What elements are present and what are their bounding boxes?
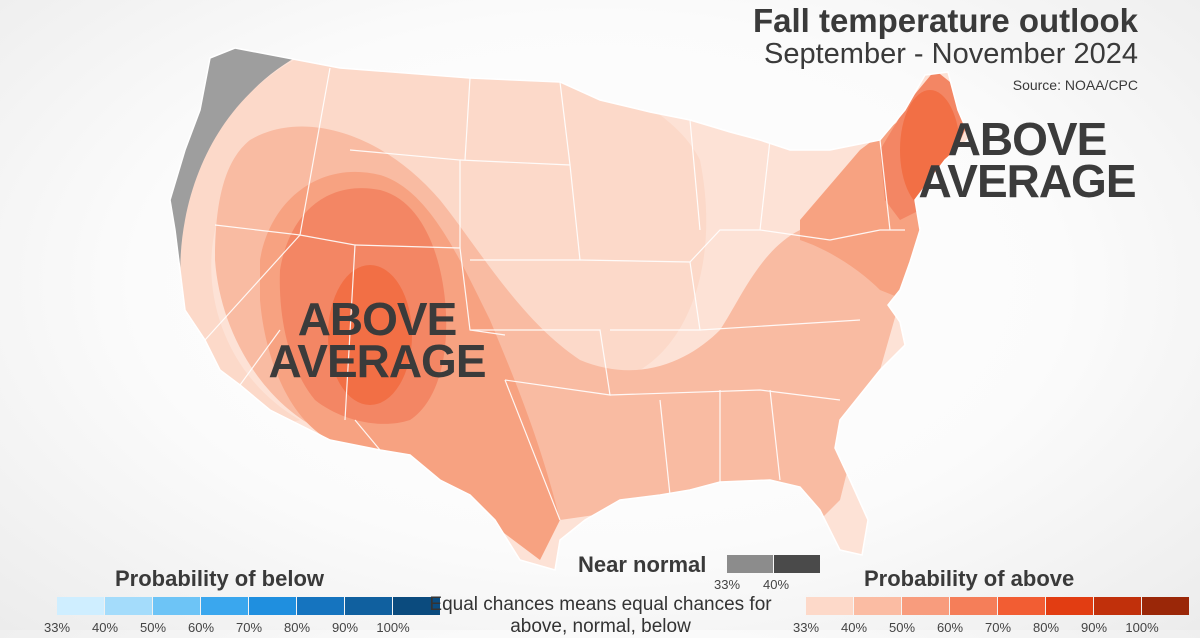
legend-near-tick: 40%	[762, 577, 790, 592]
legend-above-title: Probability of above	[864, 566, 1075, 591]
above-70-core	[328, 265, 412, 405]
legend-above-swatch	[1046, 597, 1093, 615]
page-title: Fall temperature outlook	[752, 2, 1138, 39]
map-label-ne-line2: AVERAGE	[918, 155, 1136, 207]
legend-below-swatch	[345, 597, 392, 615]
legend-below-tick: 60%	[187, 620, 215, 635]
legend-below-title: Probability of below	[115, 566, 325, 591]
legend-below-swatches	[57, 597, 440, 615]
source-credit: Source: NOAA/CPC	[1012, 77, 1138, 93]
map-label-west-line1: ABOVE	[297, 293, 458, 345]
state-lines	[204, 67, 905, 521]
legend-above-swatches	[806, 597, 1189, 615]
legend-above-tick: 100%	[1125, 620, 1159, 635]
legend-below-tick: 50%	[139, 620, 167, 635]
legend-above-tick: 60%	[936, 620, 964, 635]
legend-near-title: Near normal	[578, 552, 707, 577]
legend-below-tick: 80%	[283, 620, 311, 635]
map-label-west-line2: AVERAGE	[268, 335, 486, 387]
legend-near-swatches	[727, 555, 820, 573]
legend-below-ticks: 33% 40% 50% 60% 70% 80% 90% 100%	[33, 620, 417, 635]
legend-near-swatch	[727, 555, 773, 573]
map-label-northeast: ABOVE AVERAGE	[912, 113, 1142, 207]
legend-above-tick: 70%	[984, 620, 1012, 635]
legend-above-tick: 90%	[1080, 620, 1108, 635]
legend-above-tick: 50%	[888, 620, 916, 635]
legend-above-swatch	[950, 597, 997, 615]
map-label-ne-line1: ABOVE	[947, 113, 1108, 165]
legend-above-swatch	[854, 597, 901, 615]
legend-below-swatch	[105, 597, 152, 615]
legend-above-tick: 80%	[1032, 620, 1060, 635]
map-label-west: ABOVE AVERAGE	[262, 293, 492, 387]
legend-above-ticks: 33% 40% 50% 60% 70% 80% 90% 100%	[782, 620, 1166, 635]
near-normal-zone	[170, 48, 330, 420]
legend-below-tick: 33%	[43, 620, 71, 635]
legend-below-swatch	[393, 597, 440, 615]
legend-near-tick: 33%	[713, 577, 741, 592]
legend-below-swatch	[249, 597, 296, 615]
legend-above-tick: 33%	[792, 620, 820, 635]
legend-above-swatch	[902, 597, 949, 615]
legend-above-swatch	[998, 597, 1045, 615]
legend-below-tick: 90%	[331, 620, 359, 635]
legend-below-tick: 40%	[91, 620, 119, 635]
page-subtitle: September - November 2024	[764, 38, 1138, 70]
legend-near-swatch	[774, 555, 820, 573]
legend-above-swatch	[1094, 597, 1141, 615]
legend-below-swatch	[57, 597, 104, 615]
legend-below-swatch	[153, 597, 200, 615]
legend-near-ticks: 33% 40%	[711, 577, 809, 592]
legend-above-tick: 40%	[840, 620, 868, 635]
legend-below-swatch	[297, 597, 344, 615]
legend-below-tick: 100%	[376, 620, 410, 635]
legend-below-tick: 70%	[235, 620, 263, 635]
legend-above-swatch	[1142, 597, 1189, 615]
legend-above-swatch	[806, 597, 853, 615]
legend-below-swatch	[201, 597, 248, 615]
equal-chances-note: Equal chances means equal chances for ab…	[429, 594, 772, 637]
